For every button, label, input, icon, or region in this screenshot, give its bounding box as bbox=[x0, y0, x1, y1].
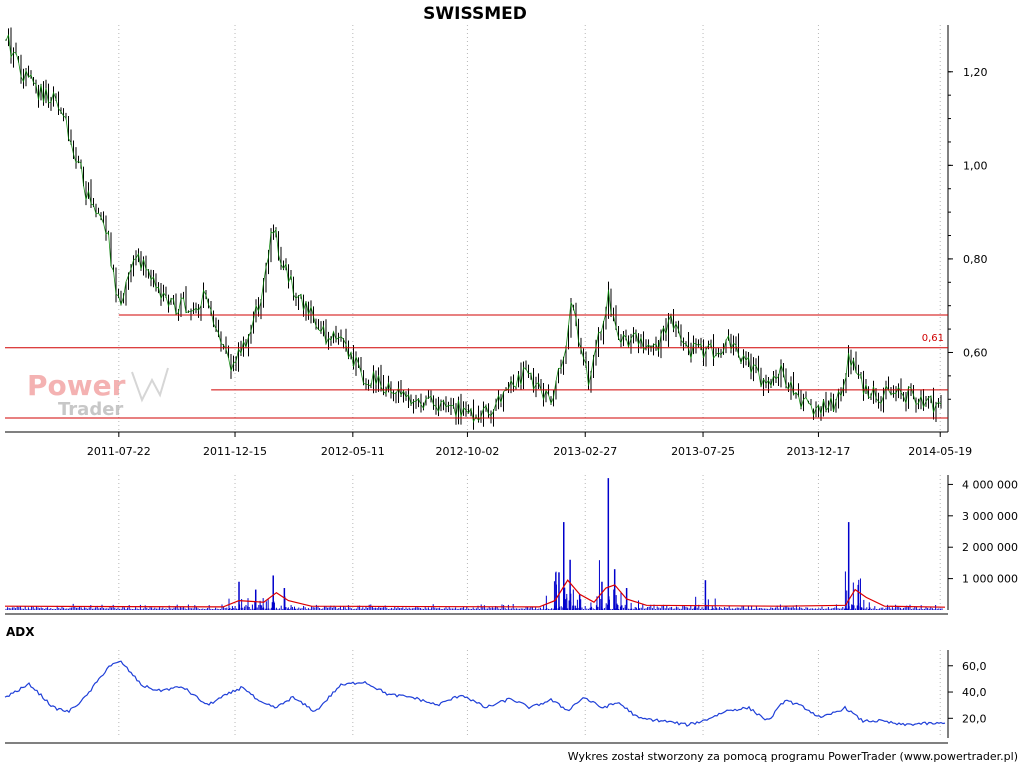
price-y-tick-label: 0,80 bbox=[963, 253, 988, 266]
adx-y-tick-label: 40,0 bbox=[962, 686, 987, 699]
chart-title: SWISSMED bbox=[423, 4, 527, 24]
price-y-tick-label: 1,20 bbox=[963, 66, 988, 79]
adx-panel-title: ADX bbox=[6, 625, 35, 639]
x-tick-label: 2013-07-25 bbox=[671, 445, 735, 458]
watermark-swoosh bbox=[131, 367, 169, 403]
price-y-tick-label: 0,60 bbox=[963, 346, 988, 359]
price-panel: 0,61 bbox=[5, 27, 948, 430]
x-tick-label: 2013-02-27 bbox=[553, 445, 617, 458]
volume-y-tick-label: 2 000 000 bbox=[962, 541, 1018, 554]
x-tick-label: 2011-07-22 bbox=[87, 445, 151, 458]
price-y-tick-label: 1,00 bbox=[963, 159, 988, 172]
watermark-trader: Trader bbox=[58, 399, 123, 420]
footer-credit: Wykres został stworzony za pomocą progra… bbox=[568, 750, 1018, 763]
adx-line bbox=[4, 660, 946, 727]
adx-panel bbox=[4, 660, 946, 727]
price-close-line bbox=[5, 34, 942, 424]
grid: 2011-07-22 2011-12-15 2012-05-11 2012-10-02… bbox=[5, 25, 1018, 744]
x-tick-label: 2013-12-17 bbox=[786, 445, 850, 458]
level-label: 0,61 bbox=[922, 333, 944, 344]
x-tick-label: 2012-05-11 bbox=[321, 445, 385, 458]
volume-panel bbox=[4, 478, 946, 610]
volume-y-tick-label: 1 000 000 bbox=[962, 573, 1018, 586]
volume-y-tick-label: 3 000 000 bbox=[962, 510, 1018, 523]
watermark-power: Power bbox=[27, 369, 126, 402]
x-tick-label: 2012-10-02 bbox=[435, 445, 499, 458]
adx-y-tick-label: 60,0 bbox=[962, 660, 987, 673]
volume-y-tick-label: 4 000 000 bbox=[962, 478, 1018, 491]
watermark-logo: Power Trader bbox=[27, 367, 169, 420]
volume-average-line bbox=[4, 579, 946, 608]
x-tick-label: 2014-05-19 bbox=[908, 445, 972, 458]
adx-y-tick-label: 20,0 bbox=[962, 712, 987, 725]
x-tick-label: 2011-12-15 bbox=[203, 445, 267, 458]
